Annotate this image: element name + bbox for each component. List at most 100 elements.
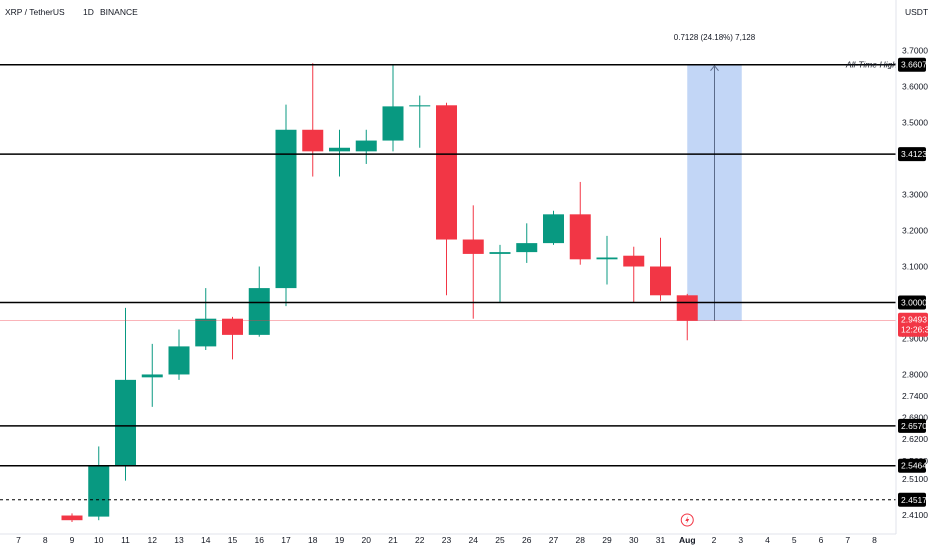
candle-body [382,106,404,141]
y-tick-label: 2.9000 [902,333,928,343]
x-tick-label: 6 [819,535,824,545]
y-tick-label: 3.7000 [902,46,928,56]
candle-body [248,288,270,335]
x-tick-label: 24 [469,535,479,545]
candle-body [195,318,217,347]
candle-body [623,255,645,267]
candle[interactable] [489,244,511,303]
candle-body [302,129,324,152]
candle[interactable] [355,129,377,164]
candle-body [61,515,83,521]
candle-body [329,147,350,152]
level-price-tag: 2.5464 [898,458,927,473]
x-tick-label: 9 [70,535,75,545]
x-tick-label: 27 [549,535,559,545]
candle[interactable] [462,205,484,319]
x-tick-label: 5 [792,535,797,545]
candle-body [275,129,297,289]
candle[interactable] [543,210,564,245]
candle-body [596,257,618,260]
x-tick-label: 21 [388,535,398,545]
x-tick-label: 23 [442,535,452,545]
candle[interactable] [676,293,698,341]
candle-body [436,105,457,240]
level-price-tag: 3.0000 [898,295,927,310]
level-price-label: 2.6570 [901,421,927,431]
symbol-name: XRP / TetherUS [5,7,65,17]
y-tick-label: 2.4100 [902,510,928,520]
candle-body [409,105,431,107]
level-price-label: 2.4517 [901,495,927,505]
horizontal-levels[interactable]: All-Time High [0,60,897,501]
candle[interactable] [302,63,324,177]
candle[interactable] [569,181,591,265]
candle[interactable] [141,343,163,407]
x-tick-label: 20 [362,535,372,545]
candle-body [141,374,163,378]
candle-body [115,379,136,467]
price-axis[interactable]: 2.41002.51002.56002.62002.68002.74002.80… [0,0,928,535]
time-axis[interactable]: 7 8 9 10 11 12 13 14 15 16 17 18 19 20 21 22 23 24 25 26 27 2… [16,535,877,545]
candle[interactable] [115,307,136,481]
level-price-tag: 3.4123 [898,147,927,162]
candle-body [88,466,110,517]
level-annotation: All-Time High [845,60,897,70]
candle[interactable] [329,129,350,177]
candle[interactable] [516,223,538,263]
level-price-label: 3.4123 [901,149,927,159]
candle-body [569,214,591,260]
candle[interactable] [275,104,297,307]
y-tick-label: 3.1000 [902,262,928,272]
candle[interactable] [168,329,190,380]
y-tick-label: 2.8000 [902,369,928,379]
candles [0,63,896,527]
x-tick-label: 8 [43,535,48,545]
candle-body [355,140,377,152]
x-tick-label: 17 [281,535,291,545]
candle[interactable] [195,288,217,350]
x-tick-label: 29 [602,535,612,545]
last-price-label: 2.9493 [901,315,927,325]
candle[interactable] [248,266,270,337]
x-tick-label: 4 [765,535,770,545]
x-tick-label: 18 [308,535,318,545]
level-price-tag: 2.6570 [898,418,927,433]
x-tick-label: 26 [522,535,532,545]
candle[interactable] [382,64,404,152]
x-tick-label: 8 [872,535,877,545]
x-tick-label: 14 [201,535,211,545]
candle[interactable] [650,237,671,301]
candle-body [516,243,538,253]
x-tick-label: 16 [255,535,265,545]
measure-arrow-head [710,64,719,72]
candle[interactable] [61,513,83,522]
interval-label: 1D [83,7,94,17]
x-tick-label: 22 [415,535,425,545]
y-tick-label: 2.6200 [902,434,928,444]
x-tick-label: 10 [94,535,104,545]
x-tick-label: Aug [679,535,696,545]
x-tick-label: 28 [576,535,586,545]
y-tick-label: 2.7400 [902,391,928,401]
x-tick-label: 31 [656,535,666,545]
candle[interactable] [436,102,457,296]
price-range-measure[interactable]: 0.7128 (24.18%) 7,128 [674,33,756,321]
candle[interactable] [409,95,431,148]
x-tick-label: 19 [335,535,345,545]
price-axis-tags: 3.6607 3.4123 3.0000 2.6570 2.5464 2.4517 2.94… [898,57,932,507]
candle[interactable] [222,316,243,360]
currency-label: USDT [905,7,928,17]
candle-body [489,252,511,254]
x-tick-label: 13 [174,535,184,545]
candle[interactable] [596,235,618,285]
candle[interactable] [623,246,645,303]
x-tick-label: 15 [228,535,238,545]
x-tick-label: 12 [148,535,158,545]
y-tick-label: 3.2000 [902,226,928,236]
exchange-label: BINANCE [100,7,138,17]
candle[interactable] [88,446,110,521]
candle-body [462,239,484,254]
x-tick-label: 7 [845,535,850,545]
lightning-icon[interactable] [680,513,694,527]
